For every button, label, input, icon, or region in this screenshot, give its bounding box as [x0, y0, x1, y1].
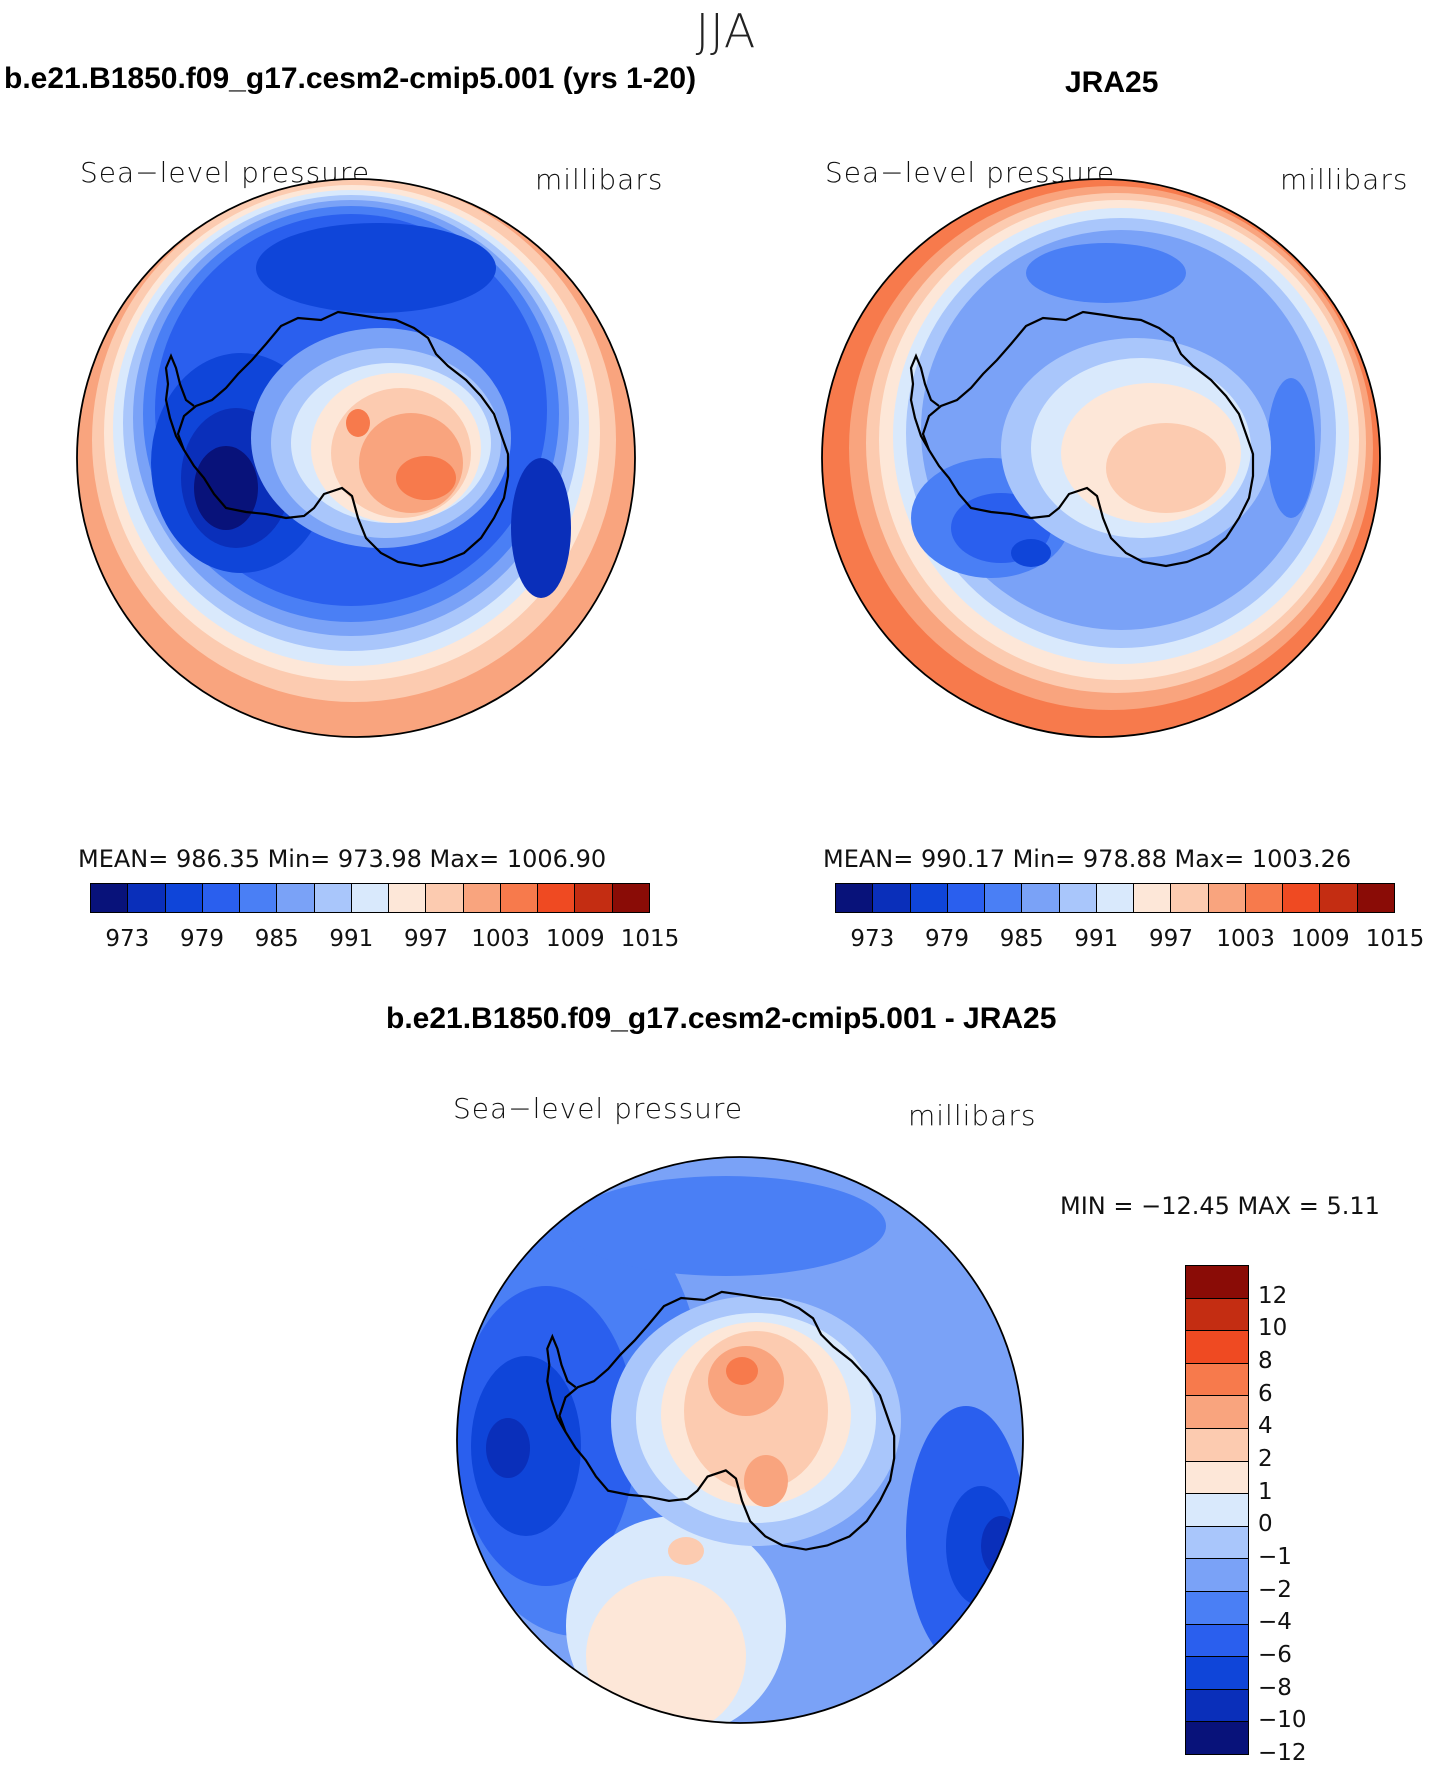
- antarctica-coastline: [176, 310, 510, 568]
- colorbar-tick-label: 6: [1258, 1380, 1273, 1407]
- colorbar-swatch: [1186, 1363, 1248, 1397]
- colorbar-swatch: [389, 884, 427, 912]
- colorbar-swatch: [1186, 1591, 1248, 1625]
- colorbar-tick-label: −10: [1258, 1707, 1307, 1734]
- colorbar-tick-label: 10: [1258, 1315, 1288, 1342]
- colorbar-tick-label: 985: [999, 926, 1044, 952]
- map-boundary: [456, 1156, 1024, 1724]
- colorbar-swatch: [1186, 1526, 1248, 1560]
- colorbar-tick-label: 985: [254, 926, 299, 952]
- colorbar-swatch: [575, 884, 613, 912]
- colorbar-swatch: [165, 884, 203, 912]
- model-polar-map: [76, 178, 636, 738]
- colorbar-swatch: [1186, 1624, 1248, 1658]
- colorbar-swatch: [128, 884, 166, 912]
- colorbar-tick-label: 973: [850, 926, 895, 952]
- colorbar-swatch: [1186, 1428, 1248, 1462]
- colorbar-swatch: [836, 884, 874, 912]
- antarctica-coastline: [921, 310, 1255, 568]
- colorbar-swatch: [351, 884, 390, 912]
- colorbar-swatch: [1186, 1331, 1248, 1364]
- obs-units-label: millibars: [1280, 163, 1409, 196]
- season-title: JJA: [695, 4, 757, 58]
- colorbar-tick-label: 1015: [620, 926, 680, 952]
- colorbar-swatch: [1320, 884, 1358, 912]
- colorbar-swatch: [1171, 884, 1209, 912]
- colorbar-swatch: [202, 884, 241, 912]
- colorbar-swatch: [1283, 884, 1321, 912]
- obs-colorbar: [835, 883, 1395, 913]
- map-boundary: [821, 178, 1381, 738]
- colorbar-swatch: [985, 884, 1023, 912]
- colorbar-tick-label: −1: [1258, 1544, 1292, 1570]
- colorbar-tick-label: 979: [925, 926, 969, 952]
- colorbar-tick-label: 1015: [1365, 926, 1425, 952]
- colorbar-swatch: [463, 884, 501, 912]
- colorbar-swatch: [1245, 884, 1284, 912]
- colorbar-tick-label: −4: [1258, 1609, 1292, 1636]
- colorbar-tick-label: 1003: [1216, 926, 1275, 952]
- diff-polar-map: [456, 1156, 1024, 1724]
- colorbar-swatch: [1186, 1461, 1248, 1495]
- colorbar-swatch: [426, 884, 464, 912]
- colorbar-tick-label: −2: [1258, 1576, 1292, 1603]
- colorbar-swatch: [1208, 884, 1246, 912]
- colorbar-tick-label: −12: [1258, 1740, 1307, 1766]
- colorbar-tick-label: 0: [1258, 1511, 1273, 1538]
- diff-field-label: Sea−level pressure: [453, 1092, 744, 1125]
- colorbar-swatch: [1357, 884, 1394, 912]
- colorbar-swatch: [1134, 884, 1172, 912]
- model-panel-title: b.e21.B1850.f09_g17.cesm2-cmip5.001 (yrs…: [4, 62, 697, 95]
- colorbar-swatch: [1186, 1689, 1248, 1723]
- colorbar-tick-label: 12: [1258, 1282, 1288, 1309]
- colorbar-tick-label: 973: [105, 926, 150, 952]
- obs-stats: MEAN= 990.17 Min= 978.88 Max= 1003.26: [823, 845, 1352, 873]
- colorbar-swatch: [240, 884, 278, 912]
- colorbar-swatch: [1186, 1298, 1248, 1332]
- diff-colorbar: [1185, 1265, 1249, 1755]
- colorbar-tick-label: 979: [180, 926, 224, 952]
- colorbar-swatch: [1096, 884, 1135, 912]
- colorbar-swatch: [1059, 884, 1097, 912]
- model-units-label: millibars: [535, 163, 664, 196]
- colorbar-swatch: [1186, 1266, 1248, 1299]
- colorbar-swatch: [1186, 1494, 1248, 1527]
- colorbar-tick-label: 997: [404, 926, 448, 952]
- colorbar-swatch: [500, 884, 539, 912]
- colorbar-swatch: [947, 884, 986, 912]
- obs-polar-map: [821, 178, 1381, 738]
- colorbar-tick-label: 8: [1258, 1348, 1273, 1374]
- antarctica-coastline: [558, 1290, 896, 1551]
- obs-panel-title: JRA25: [1065, 66, 1159, 99]
- diff-panel-title: b.e21.B1850.f09_g17.cesm2-cmip5.001 - JR…: [386, 1002, 1057, 1035]
- colorbar-swatch: [277, 884, 315, 912]
- colorbar-swatch: [91, 884, 129, 912]
- diff-stats: MIN = −12.45 MAX = 5.11: [1060, 1192, 1380, 1220]
- colorbar-tick-label: 1: [1258, 1478, 1273, 1505]
- colorbar-tick-label: 997: [1149, 926, 1193, 952]
- model-stats: MEAN= 986.35 Min= 973.98 Max= 1006.90: [78, 845, 607, 873]
- map-boundary: [76, 178, 636, 738]
- colorbar-swatch: [1186, 1657, 1248, 1690]
- colorbar-swatch: [1186, 1396, 1248, 1429]
- colorbar-tick-label: 4: [1258, 1413, 1273, 1440]
- colorbar-swatch: [1186, 1722, 1248, 1754]
- colorbar-tick-label: −8: [1258, 1674, 1292, 1701]
- colorbar-tick-label: −6: [1258, 1642, 1292, 1668]
- colorbar-tick-label: 1009: [546, 926, 605, 952]
- colorbar-tick-label: 2: [1258, 1446, 1273, 1472]
- colorbar-swatch: [538, 884, 576, 912]
- diff-units-label: millibars: [908, 1099, 1037, 1132]
- colorbar-swatch: [314, 884, 352, 912]
- colorbar-swatch: [1022, 884, 1060, 912]
- colorbar-tick-label: 1009: [1291, 926, 1350, 952]
- colorbar-tick-label: 991: [329, 926, 374, 952]
- colorbar-swatch: [910, 884, 948, 912]
- colorbar-tick-label: 1003: [471, 926, 530, 952]
- colorbar-swatch: [873, 884, 911, 912]
- model-colorbar: [90, 883, 650, 913]
- colorbar-swatch: [1186, 1559, 1248, 1592]
- colorbar-tick-label: 991: [1074, 926, 1119, 952]
- colorbar-swatch: [612, 884, 649, 912]
